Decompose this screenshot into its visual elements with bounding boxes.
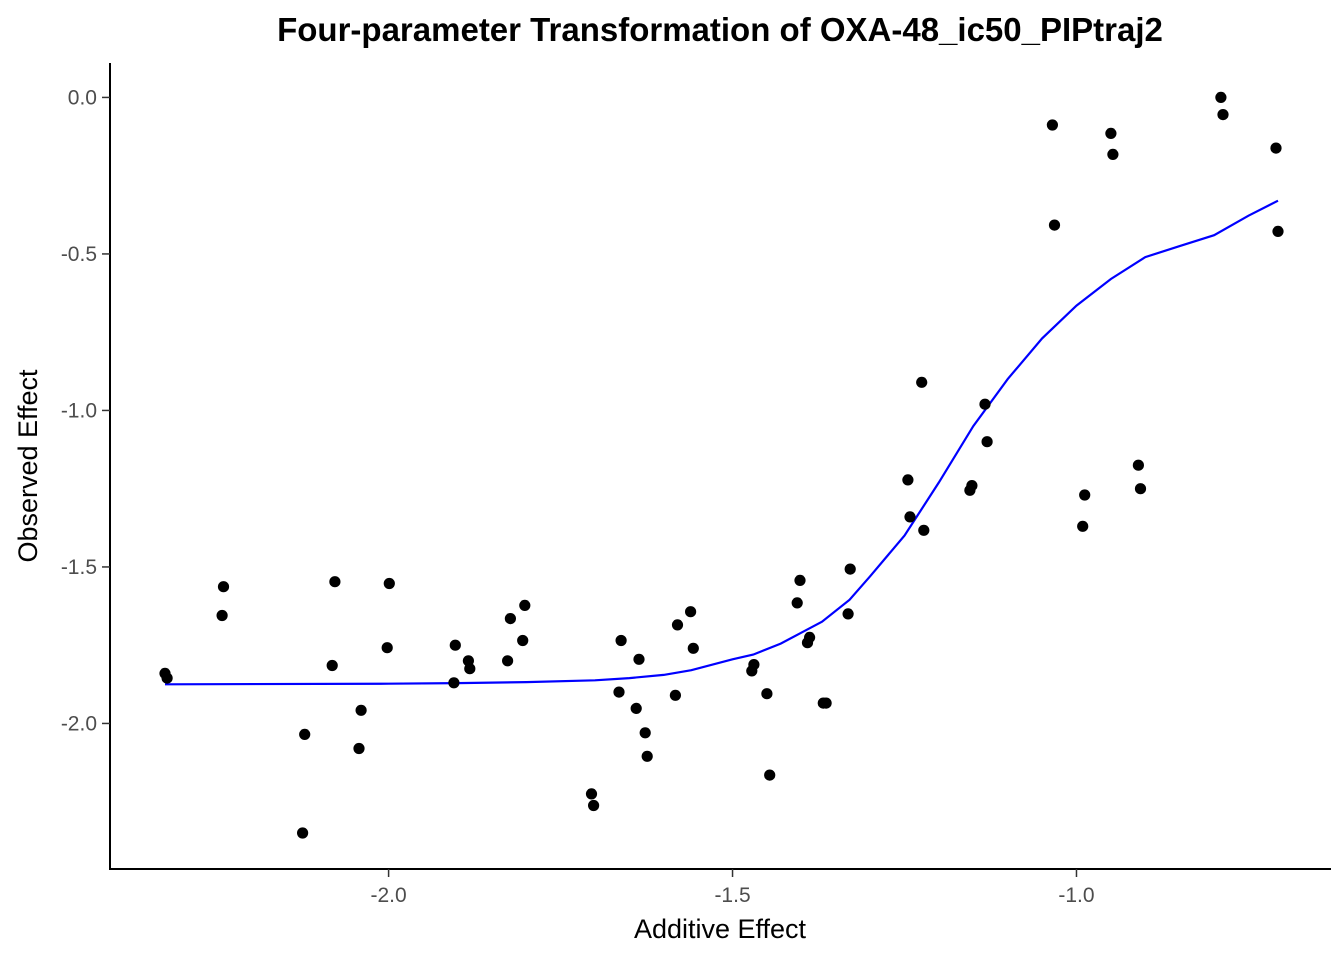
x-ticks: -2.0 -1.5 -1.0 [371,869,1095,907]
y-ticks: 0.0 -0.5 -1.0 -1.5 -2.0 [61,86,110,735]
data-point [297,827,309,839]
data-point [761,688,773,700]
data-point [1105,127,1117,139]
data-point [641,750,653,762]
data-point [671,619,684,631]
y-tick-label: -1.0 [61,399,97,422]
data-point [1217,109,1229,121]
data-point [820,697,832,709]
y-tick-label: 0.0 [68,86,97,109]
data-point [216,609,228,622]
data-point [383,577,395,590]
data-point [979,398,991,410]
data-point [1272,225,1284,237]
data-point [613,686,625,698]
data-point [804,631,816,644]
data-point [1046,119,1058,131]
data-point [585,788,598,800]
y-tick-label: -2.0 [61,712,97,735]
data-point [687,642,699,654]
y-tick-label: -0.5 [61,243,97,266]
data-point [381,642,393,654]
data-point [669,689,682,701]
data-point [844,563,856,575]
data-point [966,480,978,492]
data-point [1077,520,1089,532]
data-point [633,653,645,665]
data-point [217,581,230,593]
data-point [504,613,516,625]
data-point [639,727,651,739]
data-point [517,634,529,647]
data-point [748,659,760,671]
y-tick-label: -1.5 [61,556,97,579]
data-point [464,663,476,675]
data-point [588,799,600,812]
data-point [448,677,460,689]
plot-area [159,91,1284,839]
data-point [161,672,173,684]
data-point [918,524,930,536]
data-point [1107,148,1119,160]
x-tick-label: -1.0 [1058,884,1094,907]
data-point [329,576,341,588]
x-tick-label: -1.5 [714,884,750,907]
data-point [615,634,627,647]
data-point [630,702,642,715]
x-axis-title: Additive Effect [634,914,807,944]
data-point [842,608,854,620]
fit-line [164,199,1279,686]
data-point [1132,459,1144,471]
data-point [353,742,365,755]
data-point [355,704,367,716]
data-point [981,436,993,448]
data-point [685,606,697,618]
data-point [449,639,461,651]
data-point [502,655,514,667]
x-tick-label: -2.0 [371,884,407,907]
data-point [1270,142,1282,154]
y-axis-title: Observed Effect [13,369,43,563]
data-point [791,597,803,609]
data-point [1134,483,1147,495]
data-point [326,659,338,672]
data-point [916,376,928,388]
data-point [1048,219,1061,231]
data-point [519,599,531,612]
data-point [299,728,311,741]
data-point [764,769,776,781]
data-point [1215,91,1227,103]
chart-title: Four-parameter Transformation of OXA-48_… [277,11,1163,48]
data-point [904,511,916,523]
data-point [902,474,914,486]
data-point [794,574,806,587]
data-point [1079,489,1091,501]
